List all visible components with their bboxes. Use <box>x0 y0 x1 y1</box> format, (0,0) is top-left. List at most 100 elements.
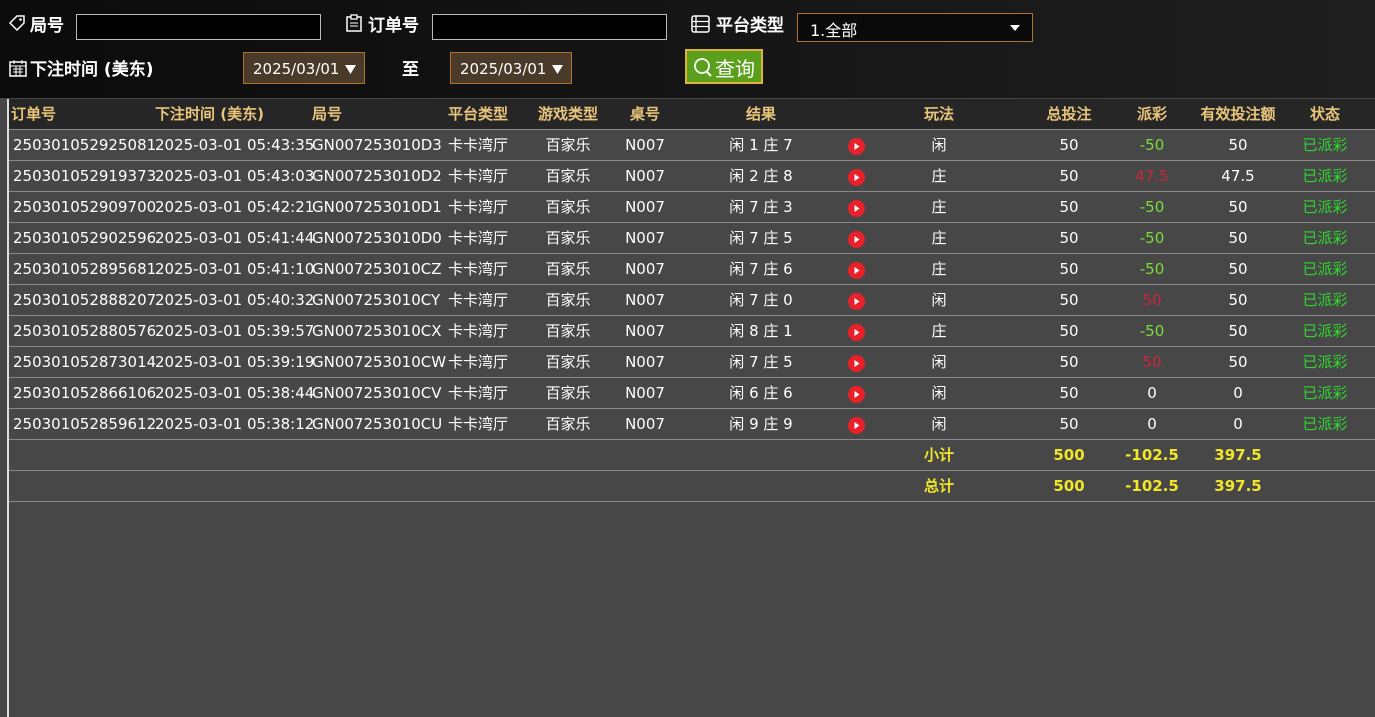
date-to[interactable]: 2025/03/01 <box>450 52 572 84</box>
platform-value: 1.全部 <box>810 21 858 40</box>
platform-select[interactable]: 1.全部 <box>797 13 1033 42</box>
cell: N007 <box>625 384 665 402</box>
cell: 2025-03-01 05:38:44 <box>155 384 315 402</box>
cell: 2025-03-01 05:39:19 <box>155 353 315 371</box>
cell: 百家乐 <box>545 291 591 309</box>
play-icon <box>854 236 860 243</box>
cell: 0 <box>1147 384 1157 402</box>
cell: 2025-03-01 05:43:03 <box>155 167 315 185</box>
cell: 卡卡湾厅 <box>447 198 508 216</box>
clipboard-icon <box>346 14 362 32</box>
cell: 2025-03-01 05:39:57 <box>155 322 315 340</box>
cell: 50 <box>1228 198 1248 216</box>
round-input[interactable] <box>76 14 321 40</box>
cell: 已派彩 <box>1302 322 1348 340</box>
cell: -50 <box>1139 198 1165 216</box>
cell: 状态 <box>1309 105 1340 123</box>
order-input[interactable] <box>432 14 667 40</box>
replay-button[interactable] <box>848 355 865 372</box>
list-icon <box>691 15 710 33</box>
cell: 派彩 <box>1136 105 1167 123</box>
cell: -102.5 <box>1125 446 1179 464</box>
cell: 50 <box>1059 198 1079 216</box>
search-button[interactable]: 查询 <box>685 49 763 84</box>
cell: N007 <box>625 322 665 340</box>
cell: 订单号 <box>11 105 57 123</box>
cell: 250301052888207 <box>13 291 157 309</box>
data-row: 250301052902596 2025-03-01 05:41:44 GN0072… <box>9 223 1375 254</box>
cell: 250301052902596 <box>13 229 157 247</box>
cell: 2025-03-01 05:38:12 <box>155 415 315 433</box>
cell: 闲 2 庄 8 <box>729 167 793 185</box>
cell: -50 <box>1139 322 1165 340</box>
replay-button[interactable] <box>848 231 865 248</box>
replay-button[interactable] <box>848 138 865 155</box>
play-icon <box>854 360 860 367</box>
cell: GN007253010D3 <box>312 136 442 154</box>
cell: GN007253010CV <box>312 384 442 402</box>
cell: 闲 7 庄 3 <box>729 198 793 216</box>
cell: 闲 9 庄 9 <box>729 415 793 433</box>
cell: 50 <box>1142 291 1162 309</box>
data-row: 250301052888207 2025-03-01 05:40:32 GN0072… <box>9 285 1375 316</box>
cell: -50 <box>1139 136 1165 154</box>
search-icon <box>694 58 712 77</box>
cell: 卡卡湾厅 <box>447 291 508 309</box>
cell: 250301052866106 <box>13 384 157 402</box>
cell: 结果 <box>745 105 776 123</box>
replay-button[interactable] <box>848 200 865 217</box>
date-from-text: 2025/03/01 <box>253 60 340 78</box>
cell: GN007253010D1 <box>312 198 442 216</box>
cell: 47.5 <box>1135 167 1169 185</box>
replay-button[interactable] <box>848 386 865 403</box>
cell: 50 <box>1228 353 1248 371</box>
cell: 庄 <box>931 260 947 278</box>
date-to-text: 2025/03/01 <box>460 60 547 78</box>
cell: GN007253010CW <box>312 353 447 371</box>
cell: 百家乐 <box>545 260 591 278</box>
cell: 50 <box>1059 136 1079 154</box>
cell: 闲 <box>931 384 947 402</box>
cell: 50 <box>1142 353 1162 371</box>
cell: 闲 7 庄 5 <box>729 229 793 247</box>
play-icon <box>854 267 860 274</box>
cell: 已派彩 <box>1302 260 1348 278</box>
header-row: 订单号 下注时间 (美东) 局号 平台类型 游戏类型 桌号 结果 玩法 总投注 派彩 有效投注额 状态 <box>9 99 1375 130</box>
to-label: 至 <box>402 60 419 80</box>
cell: 桌号 <box>629 105 660 123</box>
cell: 卡卡湾厅 <box>447 384 508 402</box>
replay-button[interactable] <box>848 169 865 186</box>
cell: 庄 <box>931 167 947 185</box>
cell: 百家乐 <box>545 136 591 154</box>
cell: 玩法 <box>923 105 954 123</box>
replay-button[interactable] <box>848 262 865 279</box>
round-label: 局号 <box>30 16 64 36</box>
cell: 已派彩 <box>1302 384 1348 402</box>
cell: 已派彩 <box>1302 136 1348 154</box>
cell: 闲 1 庄 7 <box>729 136 793 154</box>
cell: 卡卡湾厅 <box>447 415 508 433</box>
cell: N007 <box>625 291 665 309</box>
records-table: 订单号 下注时间 (美东) 局号 平台类型 游戏类型 桌号 结果 玩法 总投注 派彩 有效投注额 状态… <box>7 99 1375 717</box>
cell: 闲 6 庄 6 <box>729 384 793 402</box>
cell: N007 <box>625 229 665 247</box>
cell: 50 <box>1228 260 1248 278</box>
play-icon <box>854 329 860 336</box>
cell: 闲 <box>931 291 947 309</box>
replay-button[interactable] <box>848 324 865 341</box>
cell: 卡卡湾厅 <box>447 322 508 340</box>
cell: GN007253010CU <box>312 415 443 433</box>
play-icon <box>854 422 860 429</box>
calendar-icon <box>9 60 27 77</box>
cell: 250301052859612 <box>13 415 157 433</box>
cell: 百家乐 <box>545 384 591 402</box>
cell: 397.5 <box>1214 446 1262 464</box>
cell: 500 <box>1053 477 1085 495</box>
replay-button[interactable] <box>848 293 865 310</box>
replay-button[interactable] <box>848 417 865 434</box>
cell: 250301052873014 <box>13 353 157 371</box>
date-from[interactable]: 2025/03/01 <box>243 52 365 84</box>
cell: 50 <box>1059 353 1079 371</box>
cell: 平台类型 <box>447 105 508 123</box>
